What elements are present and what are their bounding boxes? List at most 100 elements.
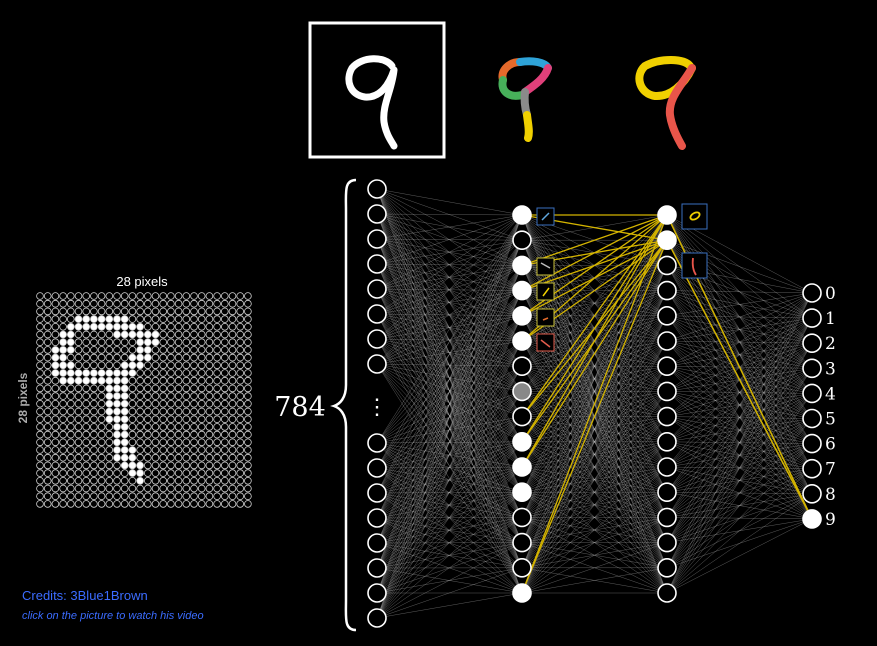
pixel-off	[90, 476, 98, 485]
pixel-on	[128, 446, 137, 454]
pixel-off	[67, 453, 75, 462]
pixel-off	[151, 500, 160, 508]
pixel-off	[90, 415, 98, 424]
pixel-on	[113, 430, 121, 439]
pixel-off	[51, 492, 60, 501]
pixel-off	[120, 346, 129, 354]
pixel-off	[43, 484, 52, 493]
pixel-off	[228, 423, 237, 431]
pixel-off	[82, 292, 90, 300]
pixel-off	[113, 307, 121, 316]
pixel-on	[51, 346, 60, 354]
pixel-off	[167, 500, 175, 508]
hidden2-neuron	[657, 431, 677, 452]
output-neuron	[802, 358, 822, 379]
pixel-off	[167, 399, 175, 408]
pixel-off	[151, 469, 160, 477]
pixel-off	[74, 453, 83, 462]
pixel-off	[43, 461, 52, 470]
pixel-off	[205, 299, 214, 308]
pixel-on	[113, 453, 121, 462]
pixel-on	[67, 322, 75, 331]
pixel-off	[244, 376, 252, 385]
pixel-off	[59, 415, 67, 424]
pixel-off	[190, 484, 198, 493]
pixel-off	[236, 476, 245, 485]
hidden2-neuron	[657, 406, 677, 427]
pixel-off	[159, 376, 168, 385]
pixel-off	[205, 446, 214, 454]
pixel-off	[97, 500, 106, 508]
pixel-off	[43, 330, 52, 339]
hidden2-neuron	[657, 205, 677, 225]
pixel-off	[221, 299, 229, 308]
pixel-off	[90, 384, 98, 393]
pixel-off	[59, 492, 67, 501]
pixel-off	[197, 492, 206, 501]
pixel-off	[59, 307, 67, 316]
pixel-off	[167, 446, 175, 454]
pixel-off	[144, 407, 152, 416]
pixel-off	[190, 500, 198, 508]
pixel-off	[213, 461, 221, 470]
pixel-off	[144, 361, 152, 370]
pixel-off	[90, 299, 98, 308]
pixel-off	[244, 322, 252, 331]
pixel-off	[167, 492, 175, 501]
pixel-off	[174, 438, 183, 447]
pixel-on	[90, 322, 98, 331]
pixel-off	[144, 484, 152, 493]
pixel-off	[228, 438, 237, 447]
pixel-off	[197, 338, 206, 347]
pixel-on	[113, 399, 121, 408]
pixel-off	[105, 307, 114, 316]
pixel-off	[197, 307, 206, 316]
pixel-off	[182, 423, 191, 431]
pixel-off	[43, 384, 52, 393]
pixel-off	[197, 407, 206, 416]
pixel-off	[236, 438, 245, 447]
pixel-off	[159, 346, 168, 354]
pixel-off	[43, 423, 52, 431]
pixel-on	[97, 369, 106, 377]
pixel-off	[197, 438, 206, 447]
pixel-on	[74, 369, 83, 377]
pixel-off	[82, 307, 90, 316]
pixel-off	[105, 338, 114, 347]
pixel-off	[182, 315, 191, 323]
pixel-off	[113, 484, 121, 493]
pixel-on	[128, 461, 137, 470]
pixel-off	[151, 376, 160, 385]
pixel-off	[244, 369, 252, 377]
pixel-off	[51, 461, 60, 470]
pixel-off	[36, 384, 44, 393]
pixel-off	[105, 476, 114, 485]
input-neuron	[367, 433, 387, 453]
pixel-off	[221, 338, 229, 347]
pixel-off	[90, 461, 98, 470]
pixel-off	[36, 330, 44, 339]
pixel-on	[128, 369, 137, 377]
pixel-on	[120, 446, 129, 454]
pixel-on	[59, 361, 67, 370]
pixel-off	[213, 361, 221, 370]
pixel-off	[74, 476, 83, 485]
output-label-2: 2	[825, 334, 836, 354]
pixel-on	[120, 315, 129, 323]
pixel-off	[82, 438, 90, 447]
pixel-off	[67, 384, 75, 393]
pixel-off	[67, 407, 75, 416]
pixel-off	[236, 446, 245, 454]
pixel-off	[113, 461, 121, 470]
pixel-off	[90, 361, 98, 370]
pixel-off	[144, 384, 152, 393]
pixel-off	[228, 484, 237, 493]
pixel-off	[167, 376, 175, 385]
pixel-off	[174, 315, 183, 323]
pixel-off	[159, 315, 168, 323]
pixel-off	[74, 430, 83, 439]
pixel-off	[167, 307, 175, 316]
pixel-off	[128, 346, 137, 354]
pixel-off	[113, 492, 121, 501]
